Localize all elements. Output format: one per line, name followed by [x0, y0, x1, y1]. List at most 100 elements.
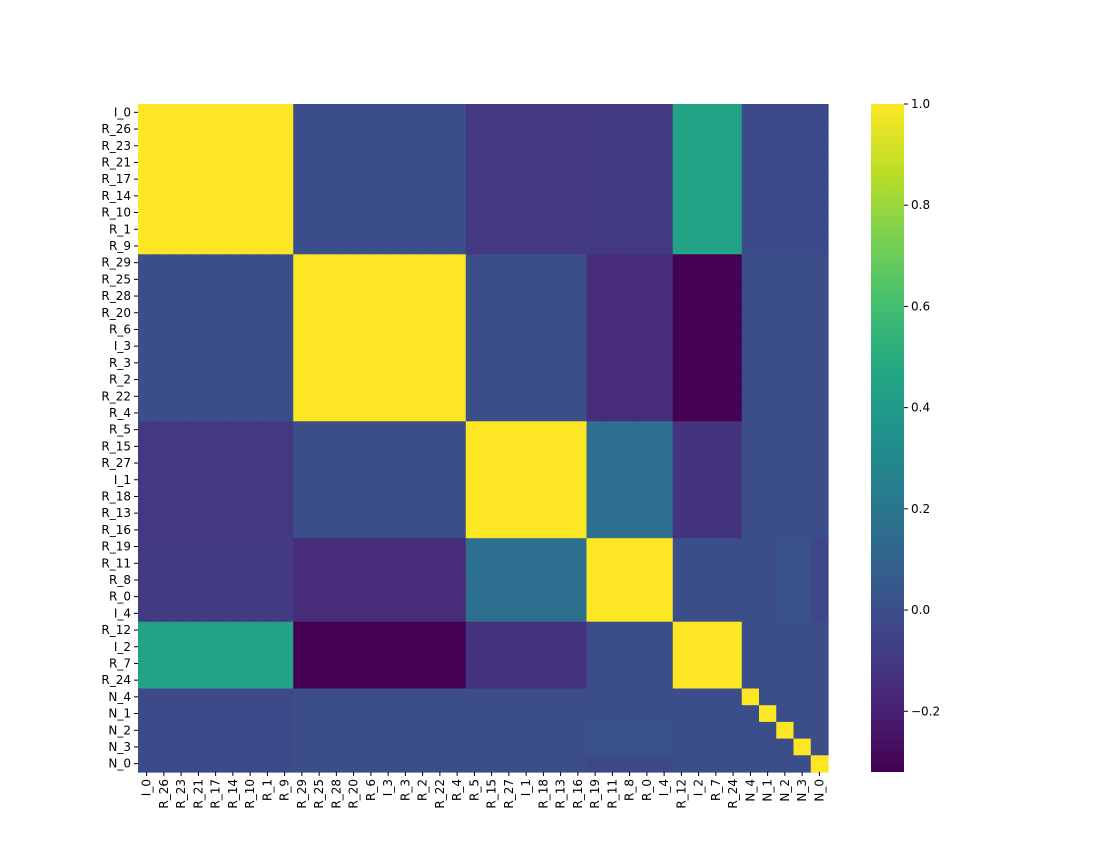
heatmap-cell	[586, 471, 605, 489]
heatmap-cell	[465, 454, 484, 472]
heatmap-cell	[396, 271, 415, 289]
heatmap-cell	[379, 471, 398, 489]
heatmap-cell	[534, 655, 553, 673]
heatmap-cell	[276, 488, 294, 506]
heatmap-cell	[569, 738, 588, 756]
heatmap-cell	[603, 755, 622, 773]
heatmap-cell	[310, 671, 329, 690]
heatmap-cell	[431, 538, 450, 556]
x-tick-label: I_1	[519, 779, 533, 796]
heatmap-cell	[396, 504, 415, 523]
heatmap-cell	[707, 655, 726, 673]
heatmap-cell	[793, 655, 812, 673]
heatmap-cell	[379, 170, 398, 189]
heatmap-cell	[448, 170, 467, 189]
heatmap-cell	[690, 655, 708, 673]
heatmap-cell	[414, 471, 432, 489]
colorbar-tick-label: 0.2	[911, 502, 930, 516]
heatmap-cell	[517, 154, 536, 172]
heatmap-cell	[327, 271, 346, 289]
heatmap-cell	[534, 671, 553, 690]
heatmap-cell	[586, 371, 605, 389]
heatmap-cell	[189, 170, 208, 189]
heatmap-cell	[603, 538, 622, 556]
heatmap-cell	[690, 204, 708, 222]
heatmap-cell	[465, 755, 484, 773]
heatmap-cell	[552, 421, 570, 439]
heatmap-cell	[276, 387, 294, 406]
heatmap-cell	[707, 137, 726, 155]
heatmap-cell	[155, 204, 174, 222]
heatmap-cell	[276, 321, 294, 339]
heatmap-cell	[586, 387, 605, 406]
heatmap-cell	[293, 538, 312, 556]
heatmap-cell	[138, 337, 156, 356]
heatmap-cell	[552, 271, 570, 289]
heatmap-cell	[155, 220, 174, 239]
heatmap-cell	[207, 655, 225, 673]
heatmap-cell	[172, 371, 191, 389]
heatmap-cell	[310, 387, 329, 406]
heatmap-cell	[327, 137, 346, 155]
heatmap-cell	[552, 688, 570, 706]
heatmap-cell	[345, 220, 363, 239]
heatmap-cell	[396, 304, 415, 322]
heatmap-cell	[603, 621, 622, 639]
heatmap-cell	[638, 571, 657, 589]
heatmap-cell	[586, 404, 605, 422]
heatmap-cell	[483, 705, 501, 723]
heatmap-cell	[224, 721, 243, 740]
heatmap-cell	[707, 638, 726, 656]
heatmap-cell	[310, 705, 329, 723]
heatmap-cell	[690, 237, 708, 255]
heatmap-cell	[448, 120, 467, 138]
heatmap-cell	[690, 387, 708, 406]
heatmap-cells	[138, 104, 829, 773]
heatmap-cell	[603, 471, 622, 489]
heatmap-cell	[258, 287, 277, 305]
heatmap-cell	[224, 170, 243, 189]
heatmap-cell	[362, 738, 381, 756]
heatmap-cell	[465, 120, 484, 138]
heatmap-cell	[776, 621, 795, 639]
heatmap-cell	[431, 120, 450, 138]
heatmap-cell	[396, 471, 415, 489]
heatmap-cell	[707, 554, 726, 573]
heatmap-cell	[569, 554, 588, 573]
y-tick-label: R_14	[101, 189, 131, 203]
heatmap-cell	[327, 454, 346, 472]
heatmap-cell	[224, 521, 243, 539]
heatmap-cell	[396, 204, 415, 222]
heatmap-cell	[759, 137, 777, 155]
heatmap-cell	[586, 354, 605, 372]
heatmap-cell	[362, 721, 381, 740]
heatmap-cell	[759, 588, 777, 606]
heatmap-cell	[517, 705, 536, 723]
heatmap-cell	[776, 371, 795, 389]
heatmap-cell	[207, 471, 225, 489]
heatmap-cell	[241, 321, 260, 339]
heatmap-cell	[759, 337, 777, 356]
heatmap-cell	[569, 220, 588, 239]
heatmap-cell	[621, 137, 639, 155]
heatmap-cell	[759, 571, 777, 589]
heatmap-cell	[500, 588, 519, 606]
heatmap-cell	[483, 504, 501, 523]
heatmap-cell	[724, 638, 743, 656]
heatmap-cell	[155, 404, 174, 422]
heatmap-cell	[621, 755, 639, 773]
heatmap-cell	[707, 321, 726, 339]
y-tick-label: R_25	[101, 272, 131, 286]
heatmap-cell	[569, 137, 588, 155]
heatmap-cell	[759, 688, 777, 706]
heatmap-cell	[552, 254, 570, 272]
heatmap-cell	[431, 237, 450, 255]
heatmap-cell	[741, 588, 760, 606]
heatmap-cell	[707, 220, 726, 239]
heatmap-cell	[258, 337, 277, 356]
heatmap-cell	[690, 638, 708, 656]
y-tick-label: R_29	[101, 256, 131, 270]
heatmap-cell	[155, 337, 174, 356]
heatmap-cell	[414, 104, 432, 122]
heatmap-cell	[379, 504, 398, 523]
